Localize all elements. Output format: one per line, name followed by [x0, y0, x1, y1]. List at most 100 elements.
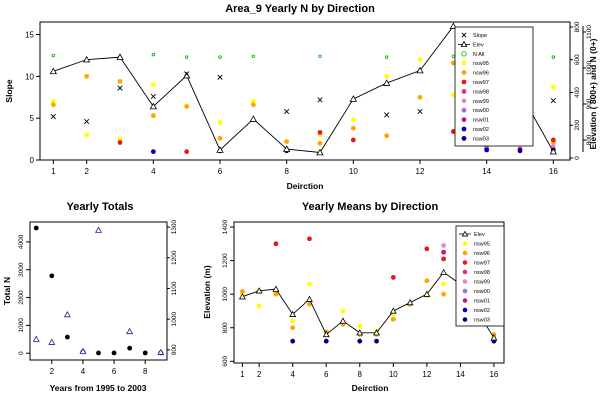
legend-Elev-label: Elev: [473, 42, 484, 48]
slope-point: [150, 93, 156, 100]
bl-x-tick-label: 4: [81, 367, 86, 376]
top-x-tick-label: 8: [284, 167, 289, 176]
top-x-tick-label: 10: [349, 167, 358, 176]
br-x-tick-label: 12: [422, 370, 431, 379]
nsw96-point: [150, 113, 156, 119]
top-x-tick-label: 1: [51, 167, 56, 176]
top-x-tick-label: 14: [482, 167, 491, 176]
elev-point: [339, 317, 347, 324]
elev-point: [82, 55, 91, 63]
legend-Elev-label: Elev: [474, 232, 485, 238]
elevation-point: [157, 348, 165, 355]
br-x-tick-label: 10: [389, 370, 398, 379]
nsw97-point: [317, 130, 323, 135]
bottom-right-chart-title: Yearly Means by Direction: [302, 201, 439, 213]
elev-point: [238, 293, 246, 300]
bottom-right-x-axis-label: Deirction: [352, 383, 389, 393]
elev-point: [289, 310, 297, 317]
legend-nsw98-label: nsw98: [474, 270, 490, 276]
legend-nsw98-label: nsw98: [473, 89, 489, 95]
slope-point: [84, 118, 90, 125]
legend-slope-symbol: [461, 32, 467, 38]
total-n-point: [64, 334, 70, 340]
nsw95-point: [290, 318, 296, 324]
top-y3-tick-label: 900: [586, 98, 593, 109]
bottom-left-chart-title: Yearly Totals: [66, 201, 133, 213]
elev-point: [382, 79, 391, 86]
elev-point: [305, 295, 313, 302]
top-x-tick-label: 6: [218, 167, 223, 176]
br-x-tick-label: 8: [358, 370, 363, 379]
nsw95-point: [217, 119, 223, 125]
nsw96-point: [384, 133, 390, 139]
slope-point: [50, 113, 56, 120]
nsw96-point: [239, 289, 245, 295]
n-all-point: [218, 55, 222, 59]
legend-nsw96-label: nsw96: [473, 71, 489, 77]
legend-nsw95-label: nsw95: [474, 242, 490, 248]
nsw96-point: [84, 73, 90, 79]
slope-point: [217, 74, 223, 80]
bottom-left-y-axis-label: Total N: [2, 277, 12, 305]
legend-nsw02-label: nsw02: [473, 127, 489, 133]
top-y3-tick-label: 1000: [586, 60, 593, 75]
n-all-point: [384, 55, 389, 59]
legend-nsw01-label: nsw01: [474, 299, 490, 305]
legend-nsw01-symbol: [461, 117, 467, 122]
legend-nsw98-symbol: [462, 269, 468, 275]
bl-y-tick-label: 2000: [18, 290, 25, 305]
nsw95-point: [450, 92, 456, 98]
bl-y-tick-label: 0: [18, 351, 25, 355]
top-y3-tick-label: 1100: [586, 25, 593, 39]
nsw95-point: [441, 281, 447, 287]
n-all-point: [251, 54, 256, 58]
br-y-tick-label: 1000: [222, 287, 229, 302]
n-all-point: [51, 53, 56, 58]
legend-nsw98-symbol: [461, 89, 467, 94]
br-y-tick-label: 600: [222, 356, 229, 367]
slope-point: [317, 97, 323, 103]
nsw96-point: [184, 104, 190, 109]
nsw97-point: [441, 256, 447, 262]
legend-nsw00-label: nsw00: [473, 108, 489, 114]
nsw96-point: [441, 291, 447, 297]
elevation-point: [32, 335, 40, 342]
elev-point: [272, 285, 280, 292]
nsw96-point: [417, 94, 423, 100]
slope-point: [284, 108, 290, 115]
top-y3-tick-label: 800: [586, 134, 593, 145]
top-x-tick-label: 12: [416, 167, 425, 176]
elev-point: [440, 268, 448, 275]
legend-Slope-label: Slope: [473, 33, 487, 39]
elev-point: [149, 102, 158, 110]
nsw96-point: [307, 301, 312, 307]
elev-point: [116, 53, 124, 60]
elevation-point: [95, 226, 102, 233]
bl-x-tick-label: 2: [50, 367, 55, 376]
nsw96-point: [450, 60, 456, 66]
br-x-tick-label: 6: [324, 370, 329, 379]
nsw97-point: [117, 140, 123, 145]
br-x-tick-label: 1: [240, 370, 245, 379]
legend-nsw01-symbol: [462, 298, 468, 303]
top-x-tick-label: 2: [84, 167, 89, 176]
nsw95-point: [117, 136, 123, 142]
nsw99-point: [550, 144, 556, 150]
br-x-tick-label: 14: [456, 370, 465, 379]
n-all-point: [184, 55, 189, 59]
n-all-point: [551, 55, 556, 59]
bl-x-tick-label: 8: [143, 367, 148, 376]
elevation-point: [79, 347, 87, 355]
nsw03-point: [323, 338, 329, 344]
nsw95-point: [417, 57, 423, 63]
nsw97-point: [390, 274, 396, 280]
bl-y-tick-label: 1000: [18, 318, 25, 333]
elev-point: [282, 145, 291, 152]
nsw97-point: [550, 137, 556, 143]
br-x-tick-label: 2: [257, 370, 262, 379]
bl-y2-tick-label: 900: [171, 344, 178, 355]
nsw95-point: [250, 99, 256, 104]
nsw97-point: [273, 241, 279, 247]
legend-nsw97-label: nsw97: [473, 80, 489, 86]
